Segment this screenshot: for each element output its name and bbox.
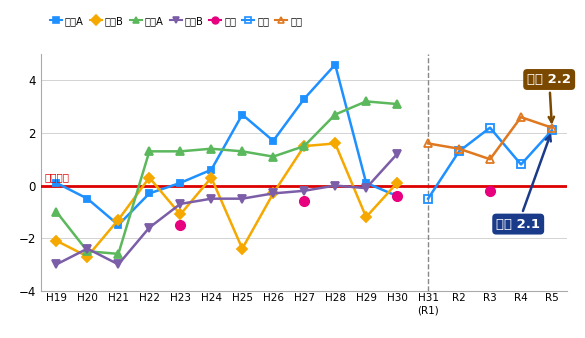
Point — [300, 199, 309, 204]
Text: 国語 2.1: 国語 2.1 — [496, 136, 550, 231]
Point — [393, 193, 402, 199]
Text: 算数 2.2: 算数 2.2 — [527, 73, 571, 122]
Legend: 国語A, 国語B, 算数A, 算数B, 理科, 国語, 算数: 国語A, 国語B, 算数A, 算数B, 理科, 国語, 算数 — [46, 12, 307, 30]
Point — [486, 188, 495, 193]
Text: 全国平均: 全国平均 — [44, 172, 69, 183]
Point — [176, 222, 185, 228]
